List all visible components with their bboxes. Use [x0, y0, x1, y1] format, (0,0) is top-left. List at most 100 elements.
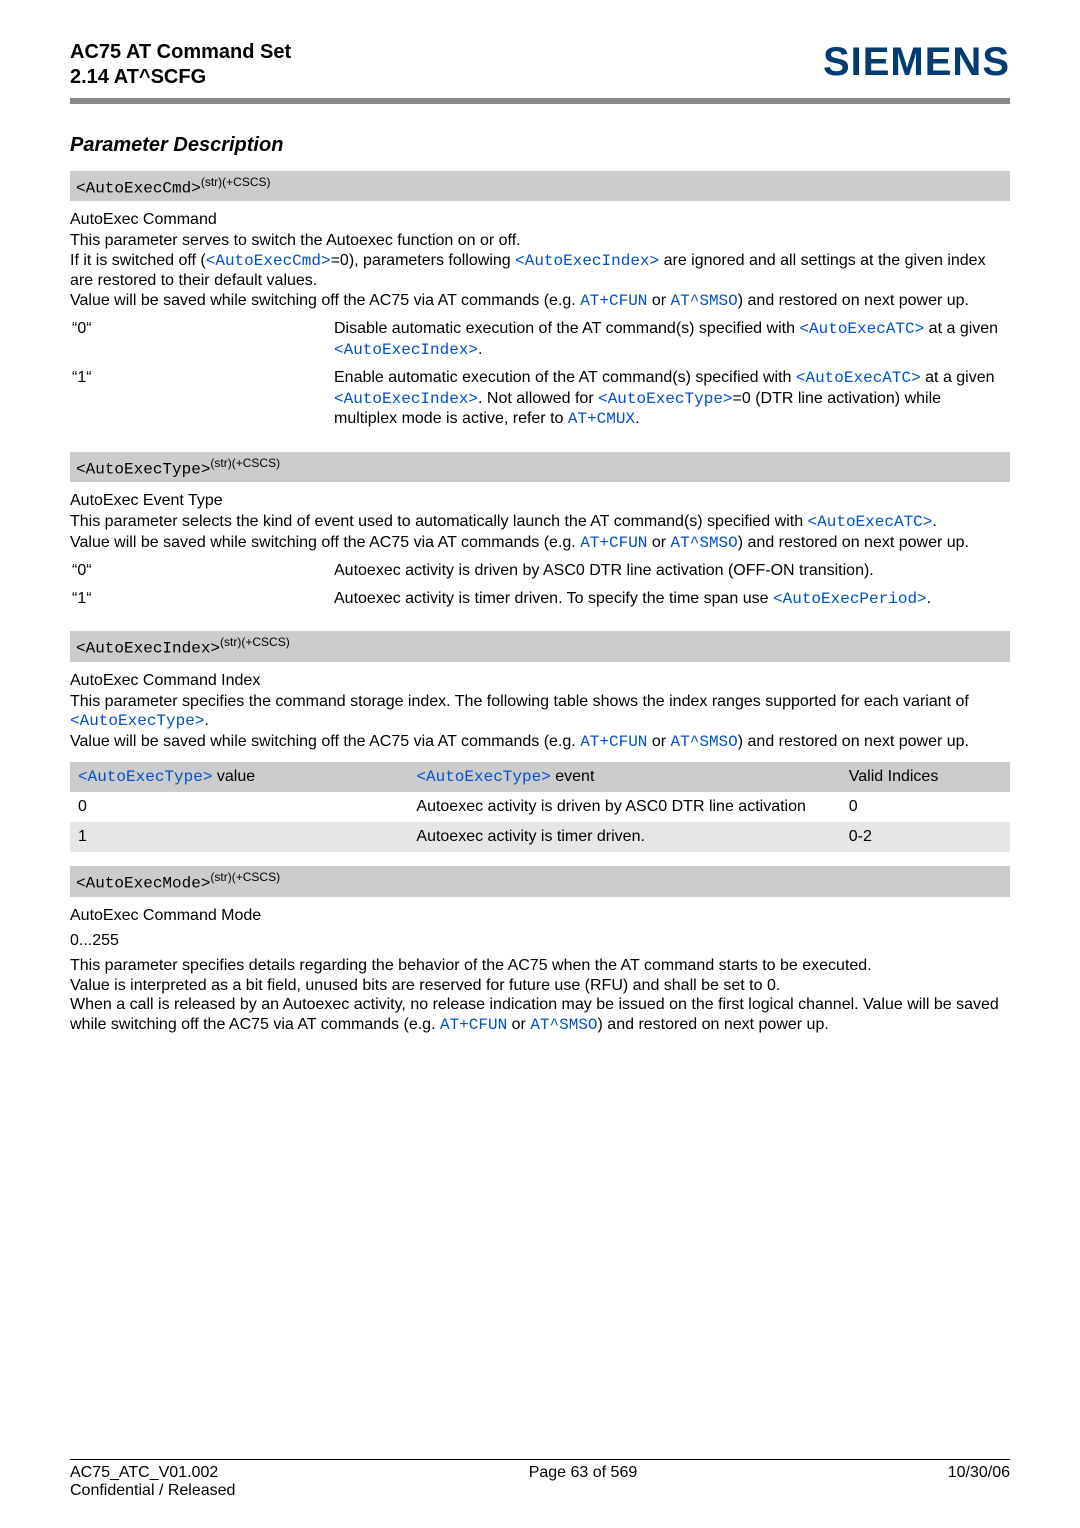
- text: ) and restored on next power up.: [738, 292, 969, 309]
- text: value: [212, 768, 255, 785]
- table-row: 1 Autoexec activity is timer driven. 0-2: [70, 822, 1010, 852]
- text: If it is switched off (: [70, 252, 206, 269]
- value-desc: Enable automatic execution of the AT com…: [334, 368, 1008, 436]
- text: or: [647, 534, 670, 551]
- param1-code-bar: <AutoExecCmd>(str)(+CSCS): [70, 171, 1010, 201]
- param2-sup: (str)(+CSCS): [210, 456, 280, 470]
- index-table: <AutoExecType> value <AutoExecType> even…: [70, 762, 1010, 852]
- header-rule: [70, 98, 1010, 104]
- text: .: [932, 513, 936, 530]
- link-atcfun[interactable]: AT+CFUN: [440, 1016, 507, 1034]
- page: AC75 AT Command Set 2.14 AT^SCFG SIEMENS…: [0, 0, 1080, 1528]
- param2-values: “0“ Autoexec activity is driven by ASC0 …: [70, 559, 1010, 617]
- link-atsmso[interactable]: AT^SMSO: [671, 292, 738, 310]
- text: This parameter serves to switch the Auto…: [70, 232, 521, 249]
- link-autoexecatc[interactable]: <AutoExecATC>: [796, 369, 921, 387]
- text: This parameter selects the kind of event…: [70, 513, 808, 530]
- doc-title: AC75 AT Command Set: [70, 40, 291, 65]
- param1-sup: (str)(+CSCS): [201, 175, 271, 189]
- footer-rule: [70, 1459, 1010, 1460]
- page-header: AC75 AT Command Set 2.14 AT^SCFG SIEMENS: [70, 40, 1010, 90]
- link-atcfun[interactable]: AT+CFUN: [580, 733, 647, 751]
- text: This parameter specifies the command sto…: [70, 693, 969, 710]
- param1-values: “0“ Disable automatic execution of the A…: [70, 317, 1010, 438]
- param4-code-bar: <AutoExecMode>(str)(+CSCS): [70, 866, 1010, 896]
- param1-body: This parameter serves to switch the Auto…: [70, 231, 1010, 311]
- link-autoexecatc[interactable]: <AutoExecATC>: [799, 320, 924, 338]
- footer-row2: Confidential / Released: [70, 1482, 1010, 1500]
- param4-title: AutoExec Command Mode: [70, 907, 1010, 925]
- text: .: [927, 590, 931, 607]
- link-atsmso[interactable]: AT^SMSO: [671, 733, 738, 751]
- footer-row: AC75_ATC_V01.002 Page 63 of 569 10/30/06: [70, 1464, 1010, 1482]
- link-atsmso[interactable]: AT^SMSO: [530, 1016, 597, 1034]
- table-header-row: <AutoExecType> value <AutoExecType> even…: [70, 762, 1010, 792]
- text: or: [647, 733, 670, 750]
- value-key: “0“: [72, 561, 332, 587]
- col-header: Valid Indices: [841, 762, 1010, 792]
- table-row: “1“ Autoexec activity is timer driven. T…: [72, 589, 1008, 616]
- text: Disable automatic execution of the AT co…: [334, 320, 799, 337]
- footer-left1: AC75_ATC_V01.002: [70, 1464, 218, 1481]
- section-title: Parameter Description: [70, 134, 1010, 157]
- cell: Autoexec activity is timer driven.: [408, 822, 840, 852]
- text: or: [507, 1016, 530, 1033]
- param2-tag: <AutoExecType>: [76, 460, 210, 478]
- text: ) and restored on next power up.: [738, 534, 969, 551]
- link-atcfun[interactable]: AT+CFUN: [580, 534, 647, 552]
- param3-code-bar: <AutoExecIndex>(str)(+CSCS): [70, 631, 1010, 661]
- brand-logo: SIEMENS: [823, 40, 1010, 85]
- link-autoexectype[interactable]: <AutoExecType>: [416, 768, 550, 786]
- link-autoexecperiod[interactable]: <AutoExecPeriod>: [773, 590, 927, 608]
- link-autoexecatc[interactable]: <AutoExecATC>: [808, 513, 933, 531]
- table-row: “1“ Enable automatic execution of the AT…: [72, 368, 1008, 436]
- value-desc: Disable automatic execution of the AT co…: [334, 319, 1008, 366]
- link-autoexectype[interactable]: <AutoExecType>: [598, 390, 732, 408]
- link-atcmux[interactable]: AT+CMUX: [568, 410, 635, 428]
- table-row: 0 Autoexec activity is driven by ASC0 DT…: [70, 792, 1010, 822]
- value-key: “1“: [72, 589, 332, 616]
- link-autoexeccmd[interactable]: <AutoExecCmd>: [206, 252, 331, 270]
- text: Value will be saved while switching off …: [70, 733, 580, 750]
- cell: 0: [841, 792, 1010, 822]
- param1-title: AutoExec Command: [70, 211, 1010, 229]
- param1-tag: <AutoExecCmd>: [76, 179, 201, 197]
- param3-tag: <AutoExecIndex>: [76, 640, 220, 658]
- link-autoexecindex[interactable]: <AutoExecIndex>: [334, 341, 478, 359]
- param4-range: 0...255: [70, 931, 1010, 951]
- text: at a given: [921, 369, 995, 386]
- text: Value will be saved while switching off …: [70, 534, 580, 551]
- link-autoexecindex[interactable]: <AutoExecIndex>: [334, 390, 478, 408]
- link-atcfun[interactable]: AT+CFUN: [580, 292, 647, 310]
- link-atsmso[interactable]: AT^SMSO: [671, 534, 738, 552]
- text: ) and restored on next power up.: [738, 733, 969, 750]
- param2-code-bar: <AutoExecType>(str)(+CSCS): [70, 452, 1010, 482]
- text: .: [478, 341, 482, 358]
- param3-title: AutoExec Command Index: [70, 672, 1010, 690]
- col-header: <AutoExecType> value: [70, 762, 408, 792]
- footer-left2: Confidential / Released: [70, 1482, 235, 1500]
- text: Value will be saved while switching off …: [70, 292, 580, 309]
- doc-subtitle: 2.14 AT^SCFG: [70, 65, 291, 90]
- col-header: <AutoExecType> event: [408, 762, 840, 792]
- param4-body: This parameter specifies details regardi…: [70, 956, 1010, 1035]
- text: at a given: [924, 320, 998, 337]
- cell: 0: [70, 792, 408, 822]
- text: or: [647, 292, 670, 309]
- param2-body: This parameter selects the kind of event…: [70, 512, 1010, 553]
- text: Value is interpreted as a bit field, unu…: [70, 977, 780, 994]
- text: .: [635, 410, 639, 427]
- text: =0), parameters following: [331, 252, 516, 269]
- value-desc: Autoexec activity is timer driven. To sp…: [334, 589, 1008, 616]
- link-autoexectype[interactable]: <AutoExecType>: [70, 712, 204, 730]
- link-autoexecindex[interactable]: <AutoExecIndex>: [515, 252, 659, 270]
- cell: 0-2: [841, 822, 1010, 852]
- link-autoexectype[interactable]: <AutoExecType>: [78, 768, 212, 786]
- value-desc: Autoexec activity is driven by ASC0 DTR …: [334, 561, 1008, 587]
- text: This parameter specifies details regardi…: [70, 957, 872, 974]
- param3-sup: (str)(+CSCS): [220, 635, 290, 649]
- param3-body: This parameter specifies the command sto…: [70, 692, 1010, 753]
- text: . Not allowed for: [478, 390, 598, 407]
- text: ) and restored on next power up.: [598, 1016, 829, 1033]
- footer-center: Page 63 of 569: [529, 1464, 638, 1482]
